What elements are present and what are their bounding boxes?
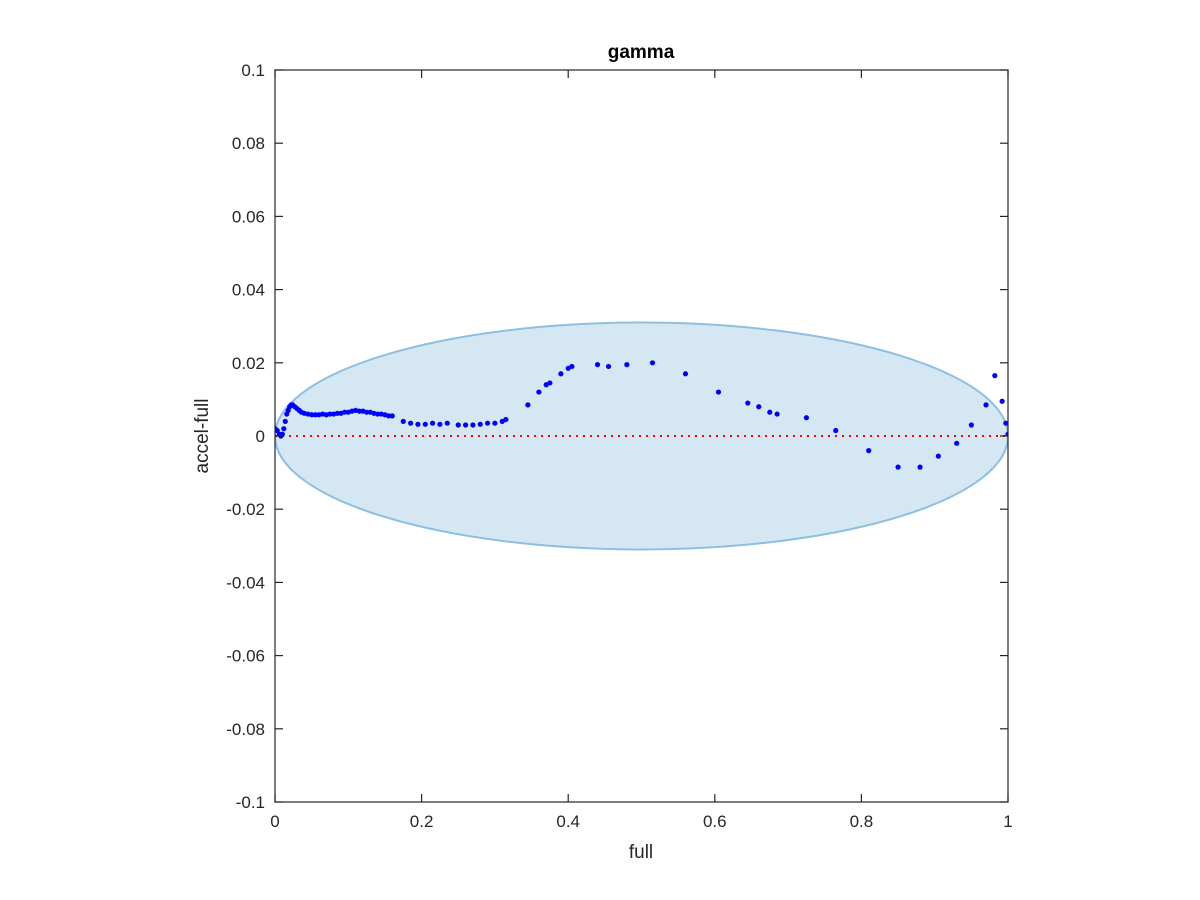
data-point: [503, 416, 509, 423]
data-point: [624, 362, 630, 368]
y-tick-label: -0.08: [226, 720, 265, 739]
y-tick-label: 0.04: [232, 281, 265, 300]
data-point: [484, 420, 491, 426]
data-point: [327, 411, 333, 417]
y-axis-label: accel-full: [192, 399, 213, 474]
data-point: [386, 413, 392, 419]
data-point: [569, 363, 575, 370]
data-point: [444, 420, 450, 426]
data-point: [364, 409, 370, 415]
x-tick-label: 0.2: [410, 812, 434, 831]
y-tick-label: 0: [256, 427, 265, 446]
data-point: [745, 400, 751, 406]
data-point: [281, 426, 287, 432]
data-point: [400, 418, 406, 424]
y-tick-label: -0.1: [236, 793, 265, 812]
data-point: [477, 421, 483, 427]
data-point: [866, 448, 872, 454]
data-point: [833, 427, 839, 434]
x-tick-label: 0.8: [850, 812, 874, 831]
x-tick-label: 0: [270, 812, 279, 831]
data-point: [462, 422, 469, 428]
data-point: [422, 421, 428, 427]
data-point: [415, 421, 421, 427]
data-point: [594, 362, 601, 368]
data-point: [1003, 420, 1008, 426]
x-axis-label: full: [629, 842, 653, 863]
data-point: [935, 453, 941, 459]
y-tick-label: -0.02: [226, 500, 265, 519]
x-tick-label: 0.6: [703, 812, 727, 831]
data-point: [715, 389, 722, 395]
data-point: [547, 380, 553, 386]
data-point: [968, 422, 974, 428]
data-point: [309, 412, 315, 418]
y-tick-label: 0.02: [232, 354, 265, 373]
data-point: [999, 398, 1005, 404]
y-tick-label: 0.1: [241, 61, 265, 80]
data-point: [437, 421, 443, 427]
data-point: [954, 440, 960, 446]
plot-area: [275, 321, 1008, 551]
data-point: [558, 371, 564, 377]
data-point: [895, 464, 901, 470]
data-point: [312, 412, 318, 418]
data-point: [408, 420, 414, 426]
data-point: [803, 415, 810, 421]
data-point: [682, 371, 689, 377]
y-tick-label: -0.06: [226, 647, 265, 666]
data-point: [774, 411, 780, 417]
data-point: [356, 408, 362, 414]
x-tick-label: 1: [1003, 812, 1012, 831]
data-point: [525, 402, 531, 408]
data-point: [455, 422, 461, 428]
confidence-ellipse: [275, 321, 1008, 551]
data-point: [917, 464, 923, 470]
data-point: [992, 373, 998, 379]
data-point: [282, 418, 288, 424]
data-point: [375, 411, 381, 417]
data-point: [983, 402, 989, 408]
data-point: [342, 409, 348, 415]
chart-title: gamma: [608, 42, 675, 63]
data-point: [470, 422, 476, 428]
data-point: [605, 363, 612, 370]
data-point: [429, 420, 436, 426]
data-point: [389, 413, 395, 419]
data-point: [767, 409, 773, 415]
y-tick-label: 0.06: [232, 207, 265, 226]
plot-contents: [275, 321, 1008, 551]
y-tick-label: -0.04: [226, 573, 265, 592]
data-point: [756, 404, 762, 410]
data-point: [649, 360, 656, 366]
data-point: [492, 420, 498, 426]
y-tick-label: 0.08: [232, 134, 265, 153]
data-point: [334, 410, 340, 416]
data-point: [536, 389, 542, 395]
x-tick-label: 0.4: [556, 812, 580, 831]
axes: 0 0.2 0.4 0.6 0.8 1 0.1 0.08 0.06 0.04 0.02 0 -0.02 -…: [226, 61, 1012, 831]
